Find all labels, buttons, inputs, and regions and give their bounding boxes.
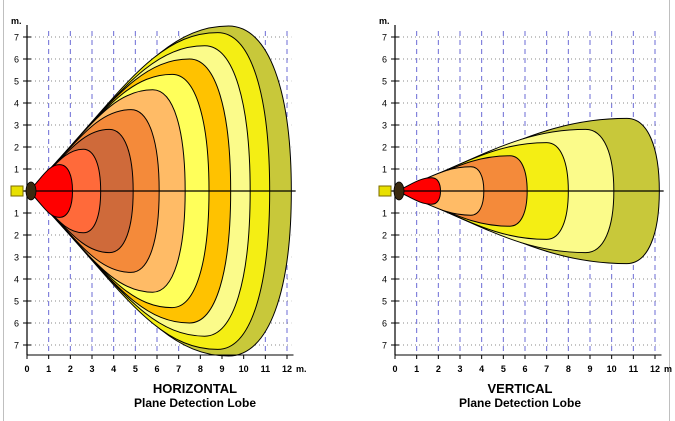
x-tick-label: 1 [414, 364, 419, 374]
y-tick-label: 5 [14, 77, 19, 87]
y-tick-label: 2 [382, 143, 387, 153]
x-tick-label: 3 [457, 364, 462, 374]
x-tick-label: 5 [133, 364, 138, 374]
y-tick-label: 2 [14, 231, 19, 241]
horizontal-chart-title: HORIZONTAL [152, 381, 238, 396]
sensor-icon [378, 185, 392, 197]
y-unit-label: m. [379, 16, 390, 26]
y-tick-label: 1 [14, 165, 19, 175]
sensor-lens-icon [393, 181, 405, 201]
x-tick-label: 10 [239, 364, 249, 374]
y-tick-label: 5 [382, 77, 387, 87]
y-tick-label: 2 [14, 143, 19, 153]
x-tick-label: 2 [436, 364, 441, 374]
x-tick-label: 7 [176, 364, 181, 374]
sensor-icon [10, 185, 24, 197]
y-tick-label: 1 [382, 209, 387, 219]
x-tick-label: 12 [282, 364, 292, 374]
x-tick-label: 2 [68, 364, 73, 374]
y-tick-label: 3 [14, 253, 19, 263]
y-tick-label: 6 [14, 319, 19, 329]
x-tick-label: 11 [261, 364, 271, 374]
x-tick-label: 8 [566, 364, 571, 374]
y-tick-label: 7 [14, 33, 19, 43]
x-tick-label: 3 [89, 364, 94, 374]
y-tick-label: 5 [382, 297, 387, 307]
x-tick-label: 11 [629, 364, 639, 374]
x-tick-label: 8 [198, 364, 203, 374]
x-tick-label: 4 [111, 364, 116, 374]
y-tick-label: 4 [382, 99, 387, 109]
horizontal-lobe-panel: 7 6 5 4 3 2 1 1 2 3 4 5 6 7 m. 0 1 2 3 4 5 6 7 8 9 10 11 12 m. HORIZ… [10, 16, 307, 410]
x-unit-label: m. [296, 364, 307, 374]
y-tick-label: 4 [14, 99, 19, 109]
y-tick-label: 4 [382, 275, 387, 285]
y-tick-label: 3 [382, 121, 387, 131]
sensor-lens-icon [25, 181, 37, 201]
x-tick-label: 12 [650, 364, 660, 374]
y-tick-label: 4 [14, 275, 19, 285]
x-unit-label: m [664, 364, 672, 374]
x-tick-label: 4 [479, 364, 484, 374]
right-border-line [669, 0, 670, 421]
y-unit-label: m. [11, 16, 22, 26]
x-tick-label: 1 [46, 364, 51, 374]
y-tick-label: 2 [382, 231, 387, 241]
y-tick-label: 3 [382, 253, 387, 263]
horizontal-chart-subtitle: Plane Detection Lobe [133, 396, 257, 410]
x-tick-label: 7 [544, 364, 549, 374]
left-border-line [3, 0, 4, 421]
y-tick-label: 1 [382, 165, 387, 175]
y-tick-label: 6 [382, 319, 387, 329]
x-tick-label: 0 [392, 364, 397, 374]
x-tick-label: 0 [24, 364, 29, 374]
vertical-chart-title: VERTICAL [487, 381, 553, 396]
y-tick-label: 7 [382, 341, 387, 351]
y-tick-label: 6 [382, 55, 387, 65]
x-tick-label: 9 [219, 364, 224, 374]
y-tick-label: 6 [14, 55, 19, 65]
x-tick-label: 9 [587, 364, 592, 374]
y-tick-label: 7 [382, 33, 387, 43]
x-tick-label: 5 [501, 364, 506, 374]
y-tick-label: 3 [14, 121, 19, 131]
x-tick-label: 10 [607, 364, 617, 374]
x-tick-label: 6 [154, 364, 159, 374]
x-tick-label: 6 [522, 364, 527, 374]
y-tick-label: 7 [14, 341, 19, 351]
vertical-chart-subtitle: Plane Detection Lobe [458, 396, 582, 410]
vertical-lobe-panel: 7 6 5 4 3 2 1 1 2 3 4 5 6 7 m. 0 1 2 3 4 5 6 7 8 9 10 11 12 m VERTIC… [355, 0, 675, 421]
y-tick-label: 5 [14, 297, 19, 307]
y-tick-label: 1 [14, 209, 19, 219]
